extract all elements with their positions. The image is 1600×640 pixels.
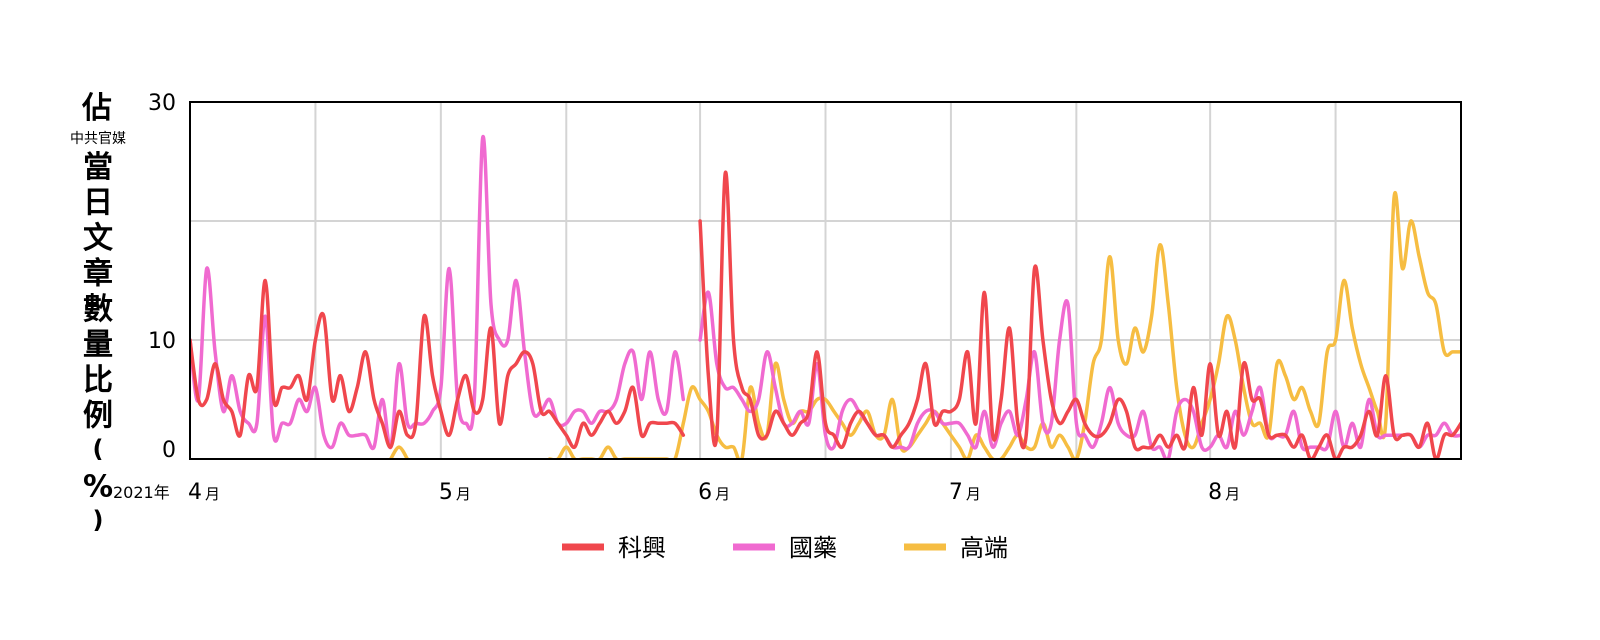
x-tick-number: 4	[188, 480, 202, 505]
series-lines	[190, 134, 1461, 459]
y-tick-label: 10	[148, 329, 176, 354]
y-label-char: 數	[83, 292, 113, 327]
y-label-char: 文	[83, 221, 113, 256]
x-tick-number: 8	[1208, 480, 1222, 505]
y-axis-ticks: 0 10 30	[148, 91, 176, 463]
legend-label: 高端	[960, 534, 1008, 562]
x-year-label: 2021年	[113, 483, 170, 502]
y-label-char: )	[93, 506, 104, 534]
y-label-char: 比	[83, 363, 113, 398]
plot-frame	[189, 101, 1462, 460]
x-tick-number: 6	[698, 480, 712, 505]
legend: 科興 國藥 高端	[562, 534, 1008, 562]
y-label-sub: 中共官媒	[70, 131, 126, 147]
y-label-char: 章	[83, 257, 113, 292]
y-label-char: %	[83, 470, 113, 505]
y-label-char: 日	[83, 186, 113, 221]
legend-label: 科興	[618, 534, 666, 562]
y-tick-label: 30	[148, 91, 176, 116]
x-tick-unit: 月	[1225, 485, 1240, 503]
y-tick-label: 0	[162, 438, 176, 463]
y-label-char: 例	[83, 399, 113, 434]
x-axis-ticks: 2021年 4 月 5 月 6 月 7 月 8 月	[113, 480, 1240, 505]
series-line-2	[388, 191, 1461, 459]
y-label-top: 佔	[81, 91, 112, 126]
x-tick-unit: 月	[966, 485, 981, 503]
series-line-0	[190, 170, 1461, 459]
x-tick-number: 5	[439, 480, 453, 505]
legend-label: 國藥	[789, 534, 837, 562]
x-tick-unit: 月	[456, 485, 471, 503]
series-line-1	[190, 134, 1461, 459]
x-tick-number: 7	[949, 480, 963, 505]
x-tick-unit: 月	[715, 485, 730, 503]
x-tick-unit: 月	[205, 485, 220, 503]
y-label-char: 當	[83, 150, 113, 185]
y-label-char: 量	[83, 328, 113, 363]
y-label-char: (	[93, 435, 104, 463]
